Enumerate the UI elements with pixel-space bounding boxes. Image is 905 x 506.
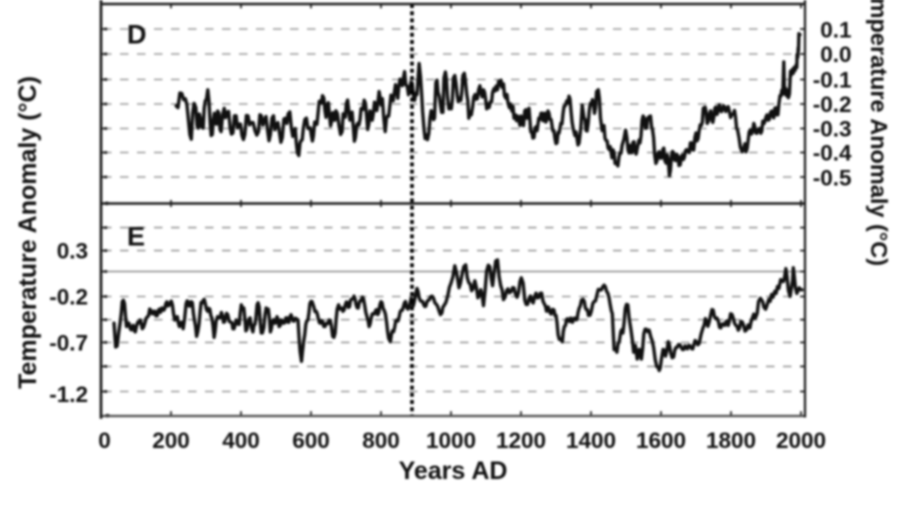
svg-text:2000: 2000	[776, 428, 826, 453]
svg-text:-0.3: -0.3	[813, 117, 852, 142]
svg-text:1400: 1400	[566, 428, 616, 453]
svg-text:-0.2: -0.2	[49, 285, 88, 310]
svg-text:D: D	[127, 20, 147, 50]
svg-text:0.1: 0.1	[820, 17, 851, 42]
svg-text:Years AD: Years AD	[399, 457, 508, 485]
svg-text:600: 600	[292, 428, 330, 453]
svg-text:400: 400	[222, 428, 260, 453]
svg-text:Temperature Anomaly (°C): Temperature Anomaly (°C)	[14, 76, 42, 389]
svg-text:-0.1: -0.1	[813, 68, 852, 93]
svg-text:-0.4: -0.4	[813, 141, 852, 166]
svg-text:E: E	[127, 222, 145, 252]
svg-text:-0.2: -0.2	[813, 92, 852, 117]
svg-text:0.0: 0.0	[820, 42, 851, 67]
svg-text:-1.2: -1.2	[49, 382, 88, 407]
svg-text:1000: 1000	[426, 428, 476, 453]
svg-text:0: 0	[98, 428, 111, 453]
svg-text:-0.7: -0.7	[49, 330, 88, 355]
svg-text:1800: 1800	[706, 428, 756, 453]
svg-text:Temperature Anomaly (°C): Temperature Anomaly (°C)	[866, 0, 892, 266]
svg-text:200: 200	[152, 428, 190, 453]
svg-text:1200: 1200	[496, 428, 546, 453]
svg-text:0.3: 0.3	[57, 239, 88, 264]
svg-text:1600: 1600	[636, 428, 686, 453]
svg-text:-0.5: -0.5	[813, 166, 852, 191]
svg-text:800: 800	[362, 428, 400, 453]
